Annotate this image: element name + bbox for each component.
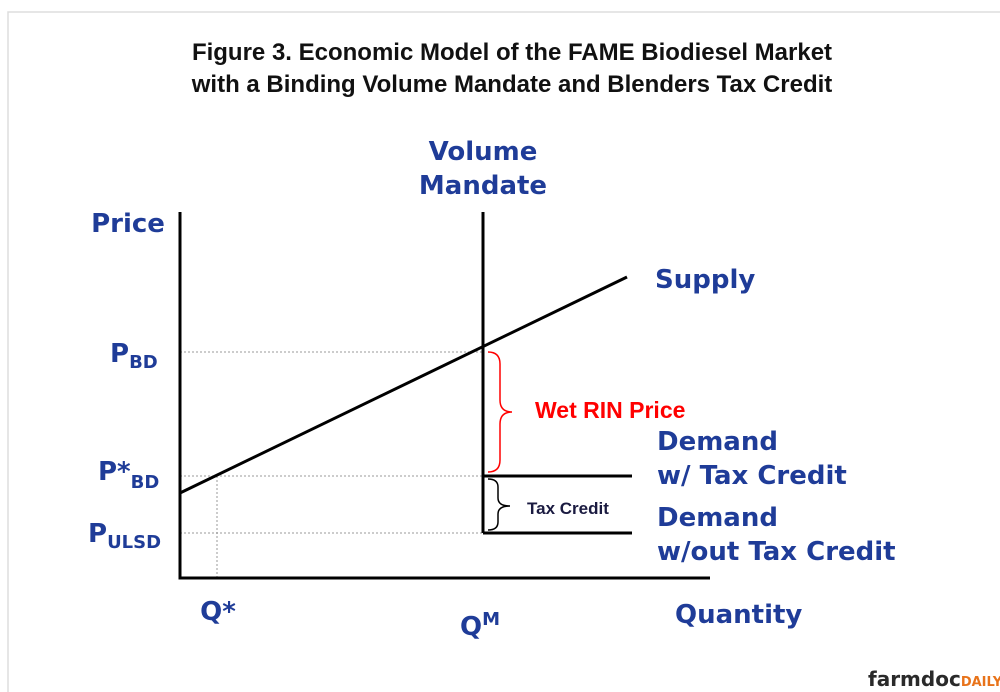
title-line: with a Binding Volume Mandate and Blende… bbox=[191, 71, 833, 98]
demand-label: w/out Tax Credit bbox=[657, 537, 896, 567]
price-label: P*BD bbox=[98, 457, 159, 493]
supply-label: Supply bbox=[655, 265, 755, 295]
tax-brace bbox=[487, 478, 511, 531]
quantity-main: Q bbox=[460, 612, 482, 642]
y-axis-label: Price bbox=[91, 209, 165, 239]
guides bbox=[180, 351, 483, 578]
price-label: PBD bbox=[110, 339, 158, 373]
price-sub: ULSD bbox=[107, 532, 161, 553]
axes bbox=[178, 212, 710, 580]
demand-label: Demand bbox=[657, 427, 778, 457]
logo: farmdocDAILY bbox=[868, 667, 1000, 691]
x-axis-label: Quantity bbox=[675, 600, 802, 630]
frame bbox=[7, 11, 1000, 692]
logo-main: farmdoc bbox=[868, 667, 961, 691]
quantity-label: Q* bbox=[200, 597, 236, 627]
price-main: P* bbox=[98, 457, 131, 487]
price-sub: BD bbox=[131, 472, 160, 493]
wet-rin-label: Wet RIN Price bbox=[535, 397, 685, 423]
mandate-label: Mandate bbox=[419, 171, 547, 201]
mandate-label: Volume bbox=[429, 137, 538, 167]
price-main: P bbox=[110, 339, 129, 369]
quantity-label: QM bbox=[460, 609, 500, 642]
price-sub: BD bbox=[129, 352, 158, 373]
price-main: P bbox=[88, 519, 107, 549]
tax-credit-label: Tax Credit bbox=[527, 499, 609, 518]
supply-line bbox=[179, 275, 628, 495]
title-line: Figure 3. Economic Model of the FAME Bio… bbox=[192, 39, 832, 66]
rin-brace bbox=[487, 351, 513, 473]
price-label: PULSD bbox=[88, 519, 161, 553]
quantity-sup: M bbox=[482, 609, 500, 630]
demand-label: Demand bbox=[657, 503, 778, 533]
logo-accent: DAILY bbox=[961, 675, 1000, 690]
demand-label: w/ Tax Credit bbox=[657, 461, 847, 491]
